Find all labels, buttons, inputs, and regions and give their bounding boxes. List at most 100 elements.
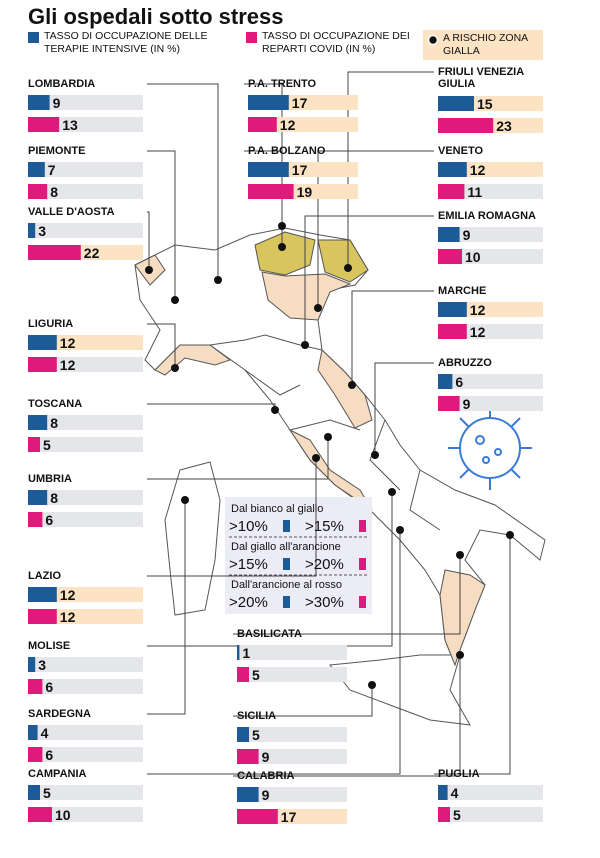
- bar: [28, 184, 48, 199]
- region-label: CAMPANIA: [28, 768, 87, 780]
- bar-value: 10: [55, 807, 71, 823]
- bar-track: [28, 490, 143, 505]
- bar-value: 5: [43, 437, 51, 453]
- leader-line: [147, 492, 393, 647]
- bar-value: 5: [453, 807, 461, 823]
- bar: [28, 117, 60, 132]
- region-dot: [368, 681, 376, 689]
- leader-line: [147, 150, 176, 300]
- risk-dot: [427, 34, 439, 46]
- region-label: MARCHE: [438, 285, 487, 297]
- bar: [237, 645, 240, 660]
- bar-value: 8: [50, 184, 58, 200]
- bar-value: 9: [262, 749, 270, 765]
- bar: [248, 95, 289, 110]
- bar-value: 22: [84, 245, 100, 261]
- sardinia: [164, 461, 221, 616]
- threshold-covid: >15%: [305, 518, 344, 535]
- leader-line: [147, 83, 219, 280]
- bar-track: [438, 249, 543, 264]
- region-label: P.A. BOLZANO: [248, 145, 326, 157]
- region-label: PUGLIA: [438, 768, 480, 780]
- title: Gli ospedali sotto stress: [28, 4, 284, 29]
- bar-value: 4: [41, 725, 49, 741]
- bar-value: 3: [38, 657, 46, 673]
- bar: [28, 162, 45, 177]
- bar-value: 23: [496, 118, 512, 134]
- region-dot: [506, 531, 514, 539]
- bar: [28, 335, 57, 350]
- region-label: PIEMONTE: [28, 145, 86, 157]
- legend-swatch: [246, 32, 257, 43]
- region-label: SARDEGNA: [28, 708, 91, 720]
- leader-line: [233, 555, 461, 635]
- region-label: UMBRIA: [28, 473, 72, 485]
- italy: [134, 227, 546, 667]
- bar-value: 9: [53, 95, 61, 111]
- region-label: VENETO: [438, 145, 484, 157]
- bar-track: [237, 787, 347, 802]
- bar: [28, 223, 36, 238]
- bar-track: [28, 512, 143, 527]
- leader-line: [147, 458, 317, 577]
- bar-value: 8: [50, 415, 58, 431]
- region-dot: [371, 451, 379, 459]
- bar: [28, 785, 40, 800]
- bar-value: 12: [60, 609, 76, 625]
- bar: [438, 785, 448, 800]
- threshold-swatch: [359, 558, 366, 570]
- region-dot: [456, 651, 464, 659]
- leader-line: [147, 403, 276, 410]
- bar-value: 5: [252, 727, 260, 743]
- bar: [28, 512, 43, 527]
- bar-track: [237, 645, 347, 660]
- region-label: LIGURIA: [28, 318, 74, 330]
- legend-label: TASSO DI OCCUPAZIONE DELLE TERAPIE INTEN…: [44, 30, 208, 55]
- region-dot: [171, 296, 179, 304]
- bar-value: 12: [60, 357, 76, 373]
- virus-icon: [448, 406, 532, 490]
- region-dot: [312, 454, 320, 462]
- region-yellow: [254, 231, 316, 276]
- bar: [248, 117, 277, 132]
- bar: [28, 437, 40, 452]
- region-dot: [214, 276, 222, 284]
- bar-track: [438, 374, 543, 389]
- region-label: VALLE D'AOSTA: [28, 206, 115, 218]
- bar: [438, 249, 462, 264]
- region-dot: [324, 433, 332, 441]
- bar-value: 12: [60, 587, 76, 603]
- bar-value: 6: [45, 747, 53, 763]
- bar-track: [28, 162, 143, 177]
- region-label: CALABRIA: [237, 770, 295, 782]
- bar: [28, 679, 43, 694]
- bar-track: [438, 807, 543, 822]
- leader-line: [347, 71, 434, 268]
- bar-value: 4: [451, 785, 459, 801]
- threshold-swatch: [283, 520, 290, 532]
- region-dot: [181, 496, 189, 504]
- bar-value: 5: [252, 667, 260, 683]
- threshold-swatch: [283, 558, 290, 570]
- bar-track: [237, 727, 347, 742]
- leader-line: [351, 290, 434, 385]
- threshold-label: Dal giallo all'arancione: [231, 541, 341, 553]
- bar-value: 19: [297, 184, 313, 200]
- threshold-icu: >20%: [229, 594, 268, 611]
- region-dot: [301, 341, 309, 349]
- bar: [237, 787, 259, 802]
- bar-value: 6: [45, 679, 53, 695]
- bar: [28, 609, 57, 624]
- bar: [28, 245, 81, 260]
- region-dot: [145, 266, 153, 274]
- bar: [438, 807, 450, 822]
- bar-value: 6: [455, 374, 463, 390]
- region-yellow: [317, 239, 369, 283]
- risk-box: [423, 30, 543, 60]
- bar: [28, 725, 38, 740]
- threshold-swatch: [359, 596, 366, 608]
- map: [134, 227, 546, 726]
- bar-value: 17: [292, 95, 308, 111]
- region-dot: [278, 222, 286, 230]
